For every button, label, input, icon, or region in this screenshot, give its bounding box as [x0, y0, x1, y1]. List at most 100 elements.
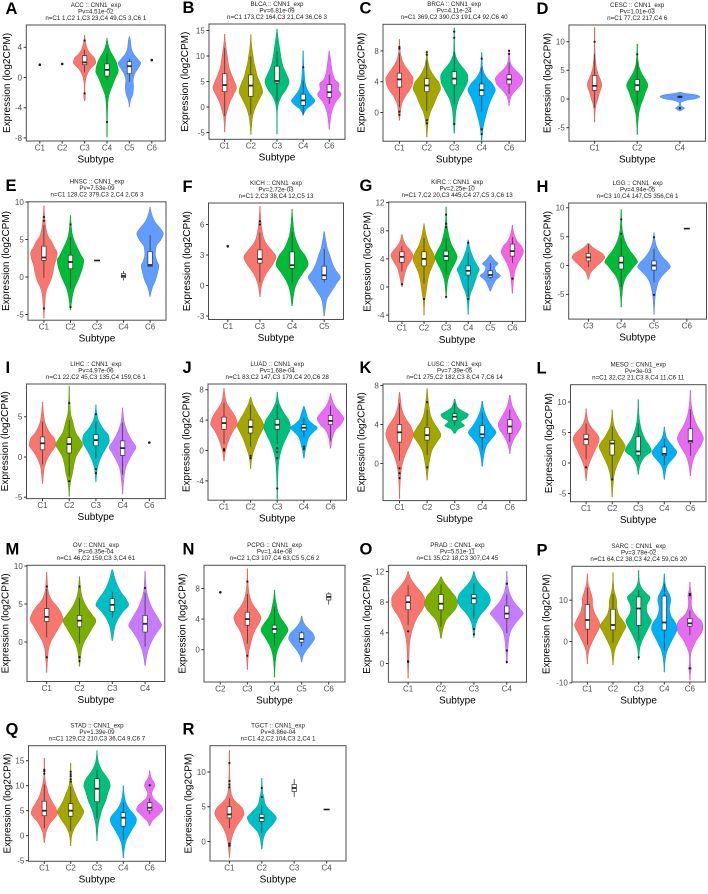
svg-text:Expression (log2CPM): Expression (log2CPM) — [180, 32, 191, 132]
svg-text:C6: C6 — [685, 504, 696, 513]
svg-text:C6: C6 — [147, 143, 158, 152]
svg-text:Pv=1.44e-08: Pv=1.44e-08 — [257, 549, 293, 556]
svg-text:10: 10 — [15, 782, 24, 791]
svg-text:C1: C1 — [582, 684, 593, 693]
svg-text:C2: C2 — [57, 143, 68, 152]
svg-text:C6: C6 — [144, 501, 155, 510]
svg-text:J: J — [183, 359, 192, 377]
svg-text:Pv=6.35e-04: Pv=6.35e-04 — [78, 549, 114, 556]
svg-text:10: 10 — [556, 204, 565, 213]
svg-text:C3: C3 — [289, 863, 300, 872]
svg-text:C4: C4 — [675, 144, 686, 153]
svg-text:15: 15 — [196, 26, 205, 35]
svg-text:n=C1 83,C2 147,C3 179,C4 20,C6: n=C1 83,C2 147,C3 179,C4 20,C6 28 — [226, 374, 330, 381]
svg-text:Pv=8.86e-04: Pv=8.86e-04 — [260, 729, 296, 736]
svg-text:C6: C6 — [504, 144, 515, 153]
svg-text:SARC :: CNN1_exp: SARC :: CNN1_exp — [611, 543, 666, 550]
svg-text:15: 15 — [15, 757, 24, 766]
svg-text:0: 0 — [18, 453, 23, 462]
svg-text:B: B — [183, 0, 195, 17]
svg-text:10: 10 — [197, 768, 206, 777]
svg-text:n=C1 369,C2 390,C3 191,C4 92,C: n=C1 369,C2 390,C3 191,C4 92,C6 40 — [401, 14, 508, 21]
svg-text:C1: C1 — [220, 142, 231, 151]
svg-text:C1: C1 — [39, 323, 50, 332]
svg-text:C1: C1 — [35, 143, 46, 152]
svg-text:5: 5 — [19, 235, 24, 244]
svg-text:12: 12 — [376, 199, 385, 208]
svg-text:C2: C2 — [64, 501, 75, 510]
svg-text:Expression (log2CPM): Expression (log2CPM) — [357, 392, 368, 492]
svg-text:C1: C1 — [397, 324, 408, 333]
svg-text:n=C1 77,C2 217,C4 6: n=C1 77,C2 217,C4 6 — [607, 15, 668, 22]
svg-text:Expression (log2CPM): Expression (log2CPM) — [357, 33, 368, 133]
svg-text:TGCT :: CNN1_exp: TGCT :: CNN1_exp — [251, 723, 305, 730]
svg-text:C6: C6 — [507, 324, 518, 333]
svg-text:C4: C4 — [616, 321, 627, 330]
svg-text:C4: C4 — [287, 322, 298, 331]
svg-text:n=C1 46,C2 159,C3 3,C4 61: n=C1 46,C2 159,C3 3,C4 61 — [57, 555, 136, 562]
svg-text:C2: C2 — [422, 503, 433, 512]
svg-text:5: 5 — [560, 233, 565, 242]
svg-text:10: 10 — [556, 38, 565, 47]
svg-text:C4: C4 — [659, 504, 670, 513]
svg-text:Subtype: Subtype — [79, 875, 116, 886]
svg-text:Subtype: Subtype — [78, 512, 115, 523]
svg-text:PCPG :: CNN1_exp: PCPG :: CNN1_exp — [247, 542, 302, 549]
svg-text:Pv=4.11e-24: Pv=4.11e-24 — [437, 8, 472, 15]
svg-text:-3: -3 — [197, 312, 205, 321]
svg-text:O: O — [360, 540, 373, 558]
svg-text:C1: C1 — [394, 503, 405, 512]
svg-text:C4: C4 — [118, 864, 129, 873]
svg-text:0: 0 — [374, 108, 379, 117]
svg-text:F: F — [183, 178, 193, 196]
svg-text:-8: -8 — [15, 134, 23, 143]
svg-text:10: 10 — [196, 52, 205, 61]
svg-text:8: 8 — [199, 386, 204, 395]
svg-text:I: I — [6, 359, 11, 377]
svg-text:C3: C3 — [449, 144, 460, 153]
svg-text:-5: -5 — [558, 124, 566, 133]
svg-text:n=C1 128,C2 379,C3 2,C4 2,C6 3: n=C1 128,C2 379,C3 2,C4 2,C6 3 — [50, 192, 144, 199]
svg-text:Pv=1.01e-03: Pv=1.01e-03 — [620, 8, 656, 15]
svg-text:OV :: CNN1_exp: OV :: CNN1_exp — [73, 542, 120, 549]
svg-text:Subtype: Subtype — [78, 695, 115, 706]
svg-text:C5: C5 — [296, 684, 307, 693]
svg-text:Expression (log2CPM): Expression (log2CPM) — [182, 392, 193, 492]
svg-text:Pv=5.51e-11: Pv=5.51e-11 — [440, 549, 475, 556]
svg-text:n=C2 1,C3 107,C4 63,C5 5,C6 2: n=C2 1,C3 107,C4 63,C5 5,C6 2 — [230, 555, 320, 562]
svg-text:10: 10 — [559, 596, 568, 605]
svg-text:BLCA :: CNN1_exp: BLCA :: CNN1_exp — [251, 1, 305, 8]
svg-text:0: 0 — [380, 283, 385, 292]
svg-text:Expression (log2CPM): Expression (log2CPM) — [363, 212, 374, 312]
svg-text:0: 0 — [195, 646, 200, 655]
svg-text:5: 5 — [201, 803, 206, 812]
svg-text:Pv=7.53e-09: Pv=7.53e-09 — [79, 185, 115, 192]
svg-text:Pv=6.81e-09: Pv=6.81e-09 — [259, 7, 295, 14]
svg-text:8: 8 — [374, 381, 379, 390]
svg-text:C4: C4 — [659, 684, 670, 693]
svg-text:Expression (log2CPM): Expression (log2CPM) — [2, 33, 13, 133]
svg-text:-4: -4 — [197, 477, 205, 486]
svg-text:Subtype: Subtype — [436, 514, 473, 525]
svg-text:Expression (log2CPM): Expression (log2CPM) — [2, 753, 13, 853]
svg-text:0: 0 — [374, 459, 379, 468]
svg-text:C1: C1 — [39, 864, 50, 873]
svg-text:C6: C6 — [325, 503, 336, 512]
svg-text:0: 0 — [380, 659, 385, 668]
svg-text:C2: C2 — [422, 144, 433, 153]
svg-text:0: 0 — [560, 261, 565, 270]
svg-text:0: 0 — [200, 281, 205, 290]
svg-text:8: 8 — [380, 227, 385, 236]
svg-text:C4: C4 — [140, 684, 151, 693]
svg-text:ACC :: CNN1_exp: ACC :: CNN1_exp — [71, 2, 122, 9]
svg-text:C5: C5 — [649, 321, 660, 330]
svg-text:C3: C3 — [255, 322, 266, 331]
svg-text:PRAD :: CNN1_exp: PRAD :: CNN1_exp — [430, 542, 485, 549]
svg-text:5: 5 — [20, 807, 25, 816]
svg-text:n=C1 7,C2 20,C3 445,C4 27,C5 3: n=C1 7,C2 20,C3 445,C4 27,C5 3,C6 13 — [401, 192, 513, 199]
svg-text:HNSC :: CNN1_exp: HNSC :: CNN1_exp — [70, 179, 125, 186]
svg-text:C4: C4 — [477, 144, 488, 153]
svg-text:Expression (log2CPM): Expression (log2CPM) — [362, 574, 373, 674]
svg-text:C6: C6 — [685, 684, 696, 693]
svg-text:n=C1 42,C2 104,C3 2,C4 1: n=C1 42,C2 104,C3 2,C4 1 — [241, 736, 316, 743]
